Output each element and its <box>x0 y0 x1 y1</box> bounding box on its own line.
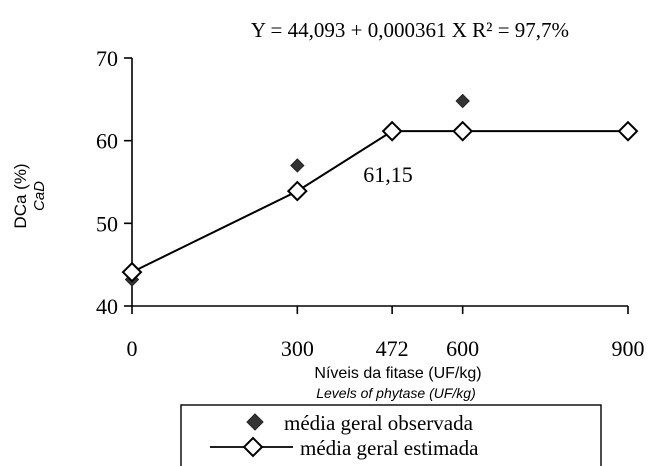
x-tick-label: 300 <box>281 336 314 361</box>
y-tick-label: 70 <box>96 46 118 71</box>
y-tick-label: 50 <box>96 211 118 236</box>
y-tick-label: 60 <box>96 129 118 154</box>
estimated-point <box>452 120 474 142</box>
regression-equation: Y = 44,093 + 0,000361 X R² = 97,7% <box>251 18 569 42</box>
estimated-point <box>286 180 308 202</box>
legend-open-diamond-icon <box>242 436 264 458</box>
x-tick-label: 0 <box>127 336 138 361</box>
x-ticks: 0 300 472 600 900 <box>127 306 645 361</box>
x-axis-label-italic: Levels of phytase (UF/kg) <box>316 385 476 401</box>
legend-observed-label: média geral observada <box>284 411 474 435</box>
plateau-annotation: 61,15 <box>363 162 413 187</box>
x-tick-label: 472 <box>376 336 409 361</box>
y-axis-label-italic: CaD <box>31 181 48 211</box>
y-axis-label: DCa (%) <box>11 163 30 228</box>
legend-estimated-label: média geral estimada <box>300 436 479 460</box>
estimated-point <box>617 120 639 142</box>
y-axis-label-group: DCa (%) CaD <box>11 163 48 228</box>
x-tick-label: 900 <box>612 336 645 361</box>
estimated-series-line <box>131 130 628 274</box>
estimated-point <box>381 120 403 142</box>
estimated-point <box>121 261 143 283</box>
observed-point <box>455 93 470 109</box>
observed-point <box>290 158 305 173</box>
legend-box <box>180 404 602 466</box>
legend-filled-diamond-icon <box>246 413 264 431</box>
series-markers <box>121 93 639 287</box>
y-ticks: 40 50 60 70 <box>96 46 132 319</box>
x-axis-label: Níveis da fitase (UF/kg) <box>314 365 481 382</box>
legend: média geral observada média geral estima… <box>180 404 602 466</box>
y-tick-label: 40 <box>96 294 118 319</box>
estimated-line <box>131 130 628 274</box>
x-tick-label: 600 <box>446 336 479 361</box>
